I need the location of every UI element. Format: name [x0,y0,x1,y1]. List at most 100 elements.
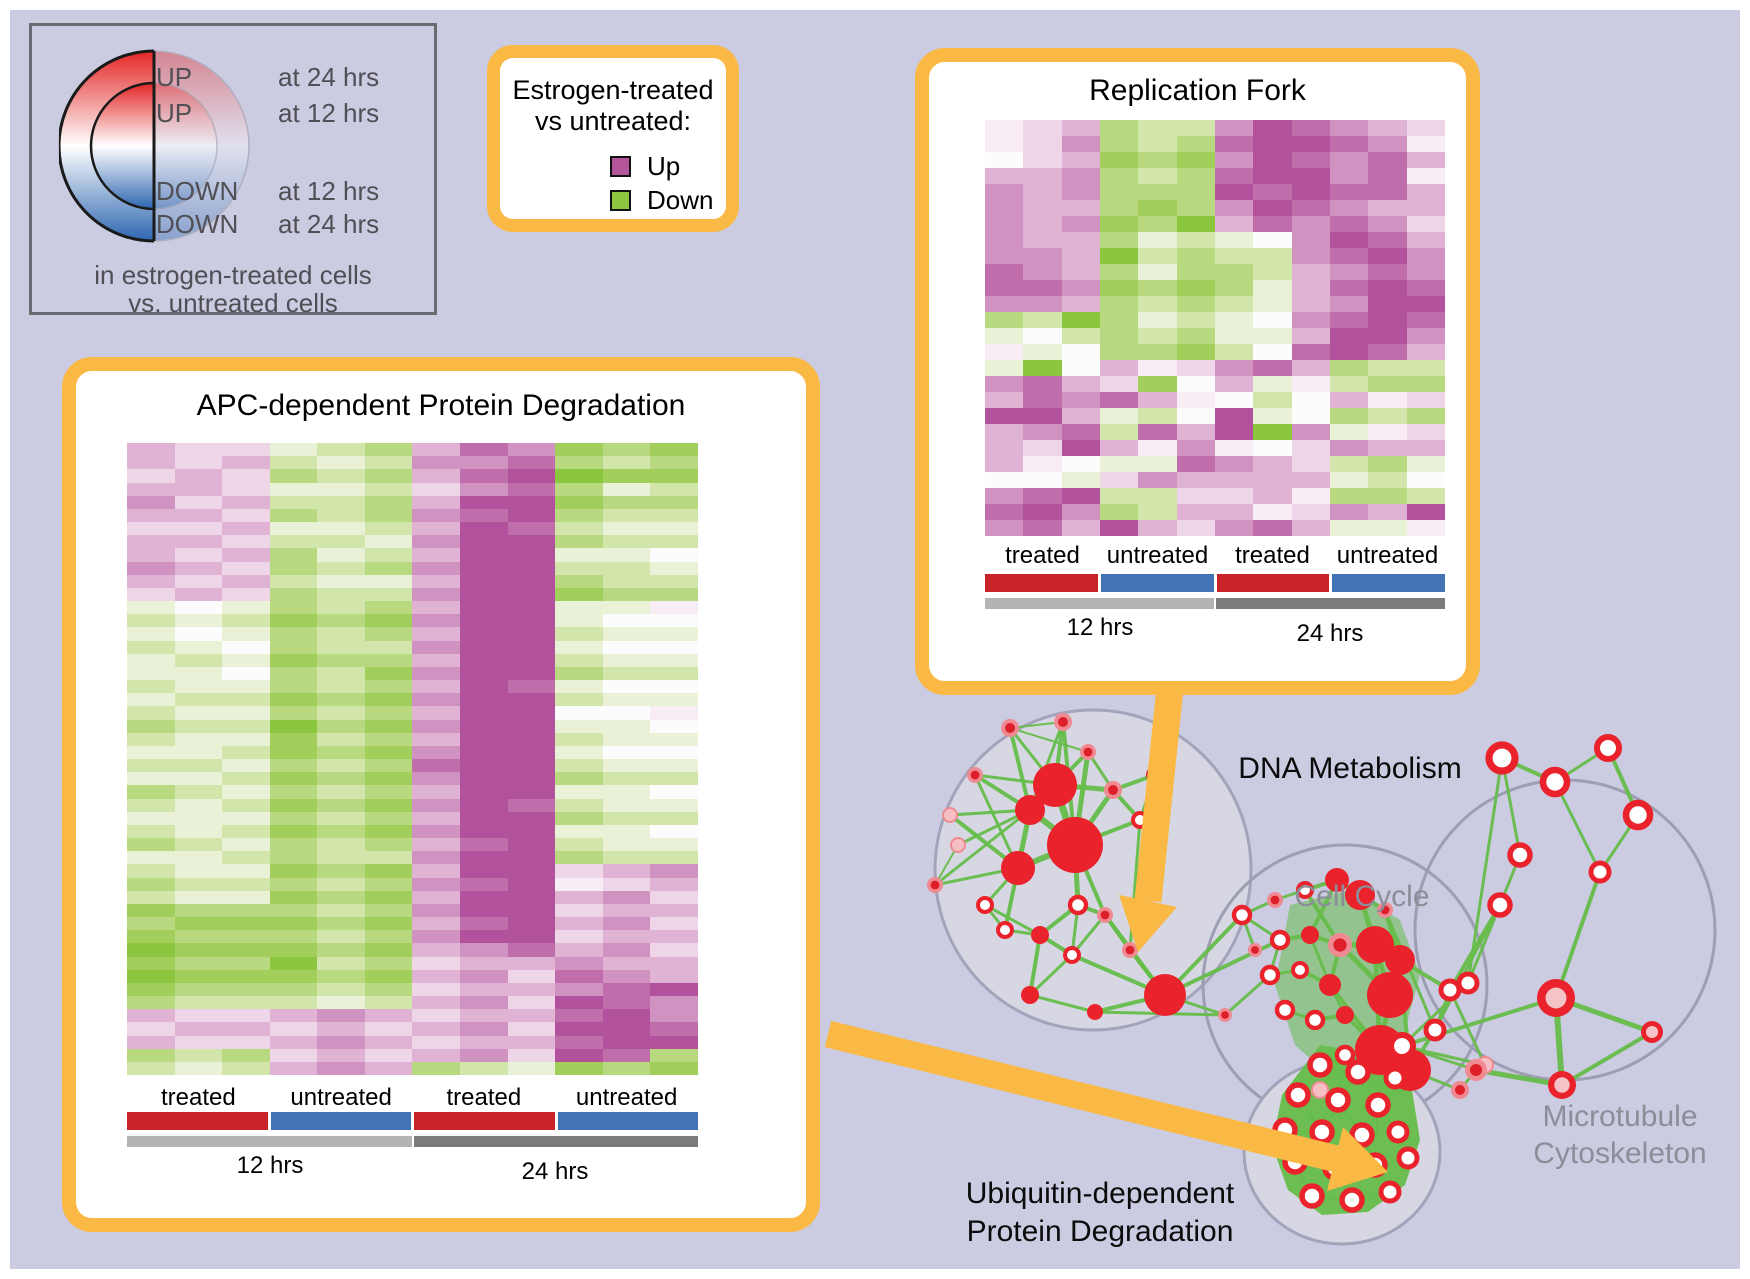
heatmap-cell [317,903,365,917]
heatmap-cell [555,824,603,838]
heatmap-cell [174,706,223,720]
heatmap-cell [269,1009,318,1023]
heatmap-cell [650,996,698,1010]
heatmap-cell [507,732,556,746]
network-node [1311,1081,1329,1099]
heatmap-cell [460,930,508,944]
heatmap-cell [1023,328,1062,344]
heatmap-cell [222,1022,270,1036]
heatmap-cell [412,693,461,707]
heatmap-cell [460,680,508,694]
heatmap-cell [507,601,556,615]
heatmap-cell [317,824,365,838]
network-edge [1466,903,1502,985]
apc-heatmap [127,443,698,1075]
apc-panel: APC-dependent Protein Degradation treate… [62,357,820,1232]
heatmap-cell [127,956,175,970]
heatmap-cell [602,745,651,759]
estrogen-title-line2: vs untreated: [534,106,692,136]
heatmap-cell [602,614,651,628]
heatmap-cell [555,561,603,575]
heatmap-cell [1253,264,1292,280]
heatmap-cell [1176,312,1215,328]
heatmap-cell [1176,200,1215,216]
heatmap-cell [269,653,318,667]
heatmap-cell [364,982,413,996]
heatmap-cell [1406,488,1445,504]
heatmap-cell [650,903,698,917]
heatmap-cell [650,917,698,931]
estrogen-legend-title: Estrogen-treated vs untreated: [500,75,726,137]
heatmap-cell [269,548,318,562]
heatmap-cell [1291,488,1330,504]
heatmap-cell [1406,296,1445,312]
heatmap-cell [317,943,365,957]
group-label: untreated [575,1084,678,1111]
heatmap-cell [460,495,508,509]
heatmap-cell [555,943,603,957]
heatmap-cell [602,482,651,496]
heatmap-cell [1291,360,1330,376]
heatmap-cell [364,1061,413,1075]
updown-footer-line1: in estrogen-treated cells [94,260,372,290]
microtubule-label-line1: Microtubule [1542,1100,1698,1133]
heatmap-cell [555,548,603,562]
heatmap-cell [412,666,461,680]
heatmap-cell [460,666,508,680]
heatmap-cell [555,1048,603,1062]
heatmap-cell [602,969,651,983]
heatmap-cell [460,1061,508,1075]
heatmap-cell [1291,296,1330,312]
heatmap-cell [269,851,318,865]
heatmap-cell [222,943,270,957]
heatmap-cell [1099,168,1139,184]
heatmap-cell [222,772,270,786]
heatmap-cell [269,706,318,720]
heatmap-cell [222,614,270,628]
heatmap-cell [1061,472,1100,488]
untreated-bar [1100,574,1214,592]
heatmap-cell [269,693,318,707]
heatmap-cell [985,168,1024,184]
network-edge [1028,993,1097,1014]
heatmap-cell [1061,440,1100,456]
heatmap-cell [269,495,318,509]
heatmap-cell [412,719,461,733]
heatmap-cell [269,482,318,496]
heatmap-cell [364,917,413,931]
heatmap-cell [507,614,556,628]
heatmap-cell [460,982,508,996]
heatmap-cell [1253,168,1292,184]
heatmap-cell [1368,344,1407,360]
heatmap-cell [1291,376,1330,392]
heatmap-cell [1291,152,1330,168]
heatmap-cell [317,443,365,457]
heatmap-cell [602,495,651,509]
heatmap-cell [460,943,508,957]
heatmap-cell [1138,232,1177,248]
heatmap-cell [174,1048,223,1062]
heatmap-cell [650,601,698,615]
heatmap-cell [317,930,365,944]
heatmap-cell [650,535,698,549]
heatmap-cell [1099,344,1139,360]
heatmap-cell [650,1048,698,1062]
heatmap-cell [507,1009,556,1023]
heatmap-cell [650,574,698,588]
heatmap-cell [460,956,508,970]
updown-row-time: at 24 hrs [278,62,380,92]
heatmap-cell [1329,184,1369,200]
heatmap-cell [650,1035,698,1049]
heatmap-cell [507,574,556,588]
heatmap-cell [650,864,698,878]
updown-row-dir: DOWN [156,176,239,206]
heatmap-cell [507,838,556,852]
heatmap-cell [364,838,413,852]
heatmap-cell [174,456,223,470]
heatmap-cell [222,732,270,746]
heatmap-cell [317,890,365,904]
down-label: Down [647,184,714,215]
heatmap-cell [460,903,508,917]
heatmap-cell [174,640,223,654]
heatmap-cell [602,1009,651,1023]
